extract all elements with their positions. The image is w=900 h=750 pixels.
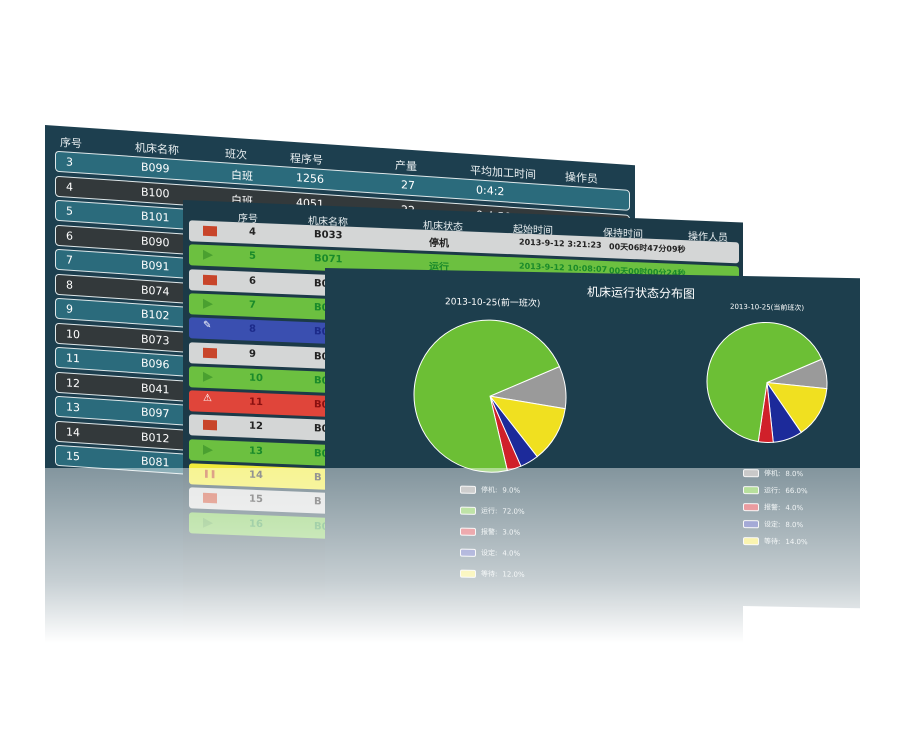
setup-icon: ✎ [203, 319, 212, 332]
cell-no: 15 [66, 449, 80, 464]
cell-duration: 00天06时47分09秒 [609, 242, 686, 255]
cell-name: B090 [141, 234, 170, 249]
cell-no: 8 [249, 323, 256, 336]
cell-no: 9 [66, 302, 73, 316]
column-header: 操作员 [565, 170, 598, 186]
pie-slice [413, 319, 561, 473]
cell-name: B096 [141, 356, 170, 372]
cell-name: B033 [314, 229, 343, 242]
alarm-icon: ⚠ [203, 392, 212, 405]
column-header: 班次 [225, 147, 247, 162]
cell-shift: 白班 [231, 168, 253, 184]
cell-no: 6 [249, 275, 256, 287]
cell-no: 4 [66, 179, 73, 194]
stopped-icon [203, 274, 217, 285]
cell-no: 12 [66, 375, 80, 390]
cell-no: 11 [249, 396, 263, 409]
cell-no: 10 [249, 372, 263, 385]
cell-no: 13 [249, 445, 263, 457]
cell-name: B099 [141, 160, 170, 176]
pie-slice [706, 321, 823, 443]
cell-name: B074 [141, 283, 170, 298]
cell-name: B100 [141, 185, 170, 200]
cell-no: 3 [66, 155, 73, 169]
cell-no: 5 [249, 250, 256, 263]
cell-no: 9 [249, 348, 256, 360]
floor-reflection [0, 468, 900, 750]
running-icon [203, 250, 213, 261]
pie-slice [765, 381, 828, 434]
cell-no: 7 [249, 299, 256, 311]
cell-avg_time: 0:4:2 [476, 183, 505, 199]
column-header: 产量 [395, 158, 417, 174]
cell-no: 12 [249, 421, 263, 433]
cell-no: 11 [66, 351, 80, 366]
running-icon [203, 298, 213, 310]
cell-name: B071 [314, 253, 343, 266]
stopped-icon [203, 225, 217, 237]
cell-no: 14 [66, 424, 80, 439]
cell-no: 10 [66, 326, 80, 341]
cell-no: 7 [66, 253, 73, 267]
cell-name: B041 [141, 381, 170, 396]
cell-no: 13 [66, 400, 80, 415]
column-header: 程序号 [290, 151, 323, 167]
cell-name: B073 [141, 332, 170, 347]
cell-name: B091 [141, 258, 170, 274]
status-distribution-panel: 机床运行状态分布图 2013-10-25(前一班次) 2013-10-25(当前… [325, 268, 860, 609]
pie-charts [413, 319, 828, 473]
column-header: 序号 [60, 136, 82, 151]
cell-name: B097 [141, 405, 170, 421]
column-header: 机床名称 [135, 141, 179, 158]
cell-program: 1256 [296, 171, 324, 187]
running-icon [203, 371, 213, 383]
cell-no: 6 [66, 228, 73, 243]
cell-name: B012 [141, 430, 170, 445]
cell-name: B102 [141, 307, 170, 323]
running-icon [203, 444, 213, 455]
cell-no: 8 [66, 277, 73, 292]
cell-output: 27 [401, 178, 415, 193]
cell-no: 4 [249, 226, 256, 238]
cell-start: 2013-9-12 3:21:23 [519, 237, 602, 250]
cell-status: 停机 [429, 237, 449, 250]
cell-name: B101 [141, 209, 170, 225]
cell-no: 5 [66, 204, 73, 218]
stopped-icon [203, 347, 217, 358]
stopped-icon [203, 420, 217, 431]
